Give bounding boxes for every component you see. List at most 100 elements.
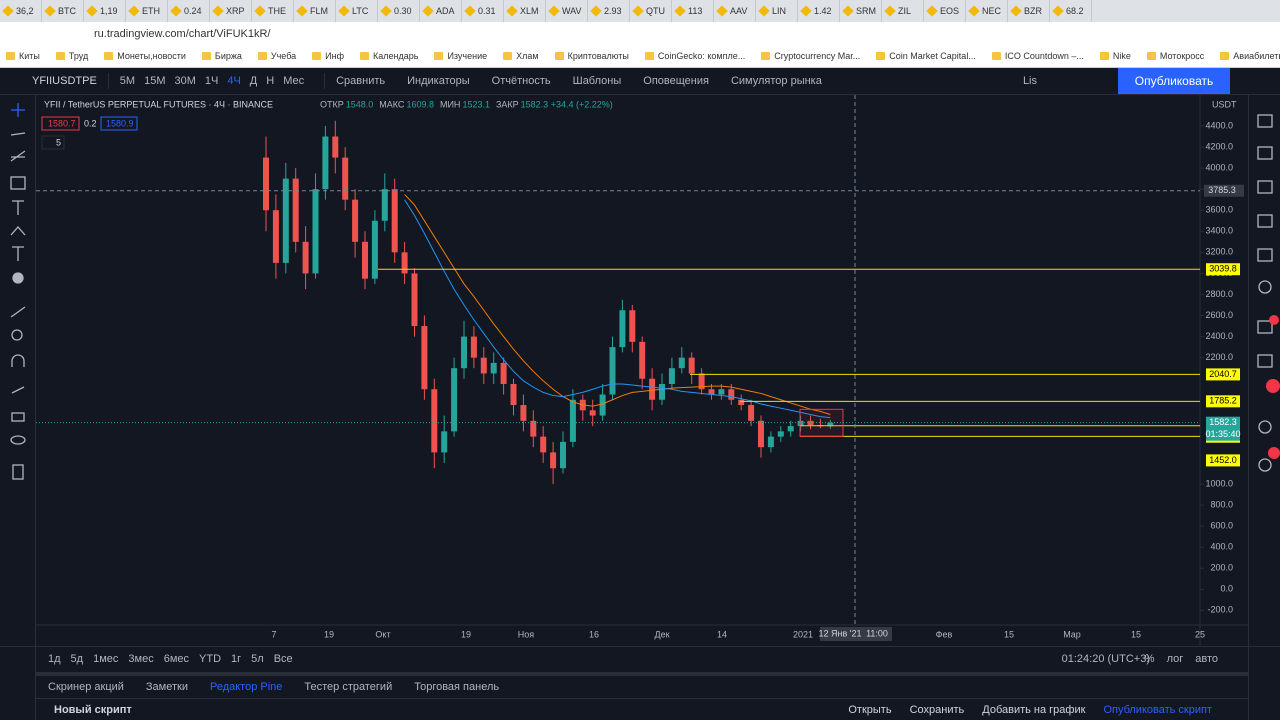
toolbar-action[interactable]: Сравнить bbox=[336, 75, 386, 87]
range[interactable]: 6мес bbox=[163, 652, 190, 665]
indicator-box bbox=[41, 135, 65, 150]
candle-body bbox=[629, 310, 636, 342]
panel-tab[interactable]: Редактор Pine bbox=[209, 681, 283, 693]
chart-toolbar: YFIIUSDTPE 5M 15M 30M 1Ч 4Ч Д Н Мес Сравнить Инд… bbox=[0, 68, 1280, 95]
panel-tab[interactable]: Торговая панель bbox=[414, 681, 500, 693]
interval[interactable]: 15M bbox=[144, 75, 166, 87]
range-bar: 1д 5д 1мес 3мес 6мес YTD 1г 5л Все 01:24:20 (UTC… bbox=[0, 646, 1280, 670]
interval[interactable]: 1Ч bbox=[204, 75, 219, 87]
script-action[interactable]: Сохранить bbox=[909, 704, 965, 716]
toolbar-action[interactable]: Оповещения bbox=[643, 75, 709, 87]
toolbar-action[interactable]: Индикаторы bbox=[407, 75, 470, 87]
tool-icons bbox=[10, 103, 26, 480]
bookmark[interactable]: Календарь bbox=[360, 51, 418, 61]
interval[interactable]: 30M bbox=[174, 75, 196, 87]
bookmark[interactable]: Авиабилеты bbox=[1220, 51, 1280, 61]
x-tick-label: 19 bbox=[461, 629, 471, 639]
panel-tab[interactable]: Заметки bbox=[145, 681, 188, 693]
range[interactable]: 3мес bbox=[128, 652, 154, 665]
countdown: 01:35:40 bbox=[1205, 429, 1240, 439]
interval[interactable]: 4Ч bbox=[227, 75, 241, 87]
bid-box bbox=[41, 116, 80, 131]
toolbar-action[interactable]: Шаблоны bbox=[572, 75, 622, 87]
interval[interactable]: Н bbox=[266, 75, 275, 87]
candle-body bbox=[371, 220, 378, 279]
panel-tab[interactable]: Скринер акций bbox=[48, 681, 124, 693]
candle-body bbox=[461, 336, 467, 369]
candle-body bbox=[401, 252, 408, 274]
scale-option[interactable]: авто bbox=[1195, 652, 1218, 665]
bookmark[interactable]: Хлам bbox=[503, 51, 539, 61]
scale-option[interactable]: % bbox=[1144, 652, 1155, 665]
range[interactable]: YTD bbox=[199, 652, 222, 665]
script-action[interactable]: Открыть bbox=[848, 704, 892, 716]
candle-body bbox=[639, 341, 646, 379]
level-tag bbox=[1206, 263, 1240, 276]
sidebar-icons bbox=[1257, 114, 1280, 472]
interval[interactable]: Мес bbox=[283, 75, 305, 87]
crosshair-date-tag bbox=[820, 627, 892, 641]
url[interactable]: ru.tradingview.com/chart/ViFUK1kR/ bbox=[94, 27, 271, 40]
bookmark[interactable]: Труд bbox=[55, 51, 88, 61]
bookmark[interactable]: ICO Countdown –... bbox=[991, 51, 1084, 61]
ranges: 1д 5д 1мес 3мес 6мес YTD 1г 5л Все bbox=[48, 653, 303, 665]
publish-button[interactable]: Опубликовать bbox=[1118, 68, 1230, 94]
toolbar-action[interactable]: Отчётность bbox=[491, 75, 551, 87]
x-tick-label: 7 bbox=[271, 629, 276, 639]
bookmark[interactable]: Учеба bbox=[257, 51, 296, 61]
candle-body bbox=[659, 383, 665, 400]
range[interactable]: 1г bbox=[231, 652, 242, 665]
candle-body bbox=[540, 436, 547, 453]
candle-body bbox=[411, 273, 418, 327]
level-label: 3039.8 bbox=[1209, 264, 1237, 274]
interval[interactable]: 5M bbox=[119, 75, 136, 87]
interval[interactable]: Д bbox=[249, 75, 258, 87]
tab[interactable]: 68.2 bbox=[1050, 0, 1092, 22]
x-tick-label: Ноя bbox=[518, 629, 535, 639]
range[interactable]: 5л bbox=[251, 652, 264, 665]
moving-average bbox=[404, 199, 831, 419]
bookmark[interactable]: Мотокросс bbox=[1146, 51, 1204, 61]
x-tick-label: 14 bbox=[717, 629, 727, 639]
candle-body bbox=[332, 136, 339, 158]
bookmark[interactable]: Монеты,новости bbox=[104, 51, 186, 61]
panel-tab[interactable]: Тестер стратегий bbox=[304, 681, 393, 693]
candle-body bbox=[362, 241, 368, 279]
range[interactable]: Все bbox=[273, 652, 293, 665]
candle-body bbox=[421, 326, 428, 390]
bookmark[interactable]: Биржа bbox=[201, 51, 242, 61]
indicators-count[interactable]: 5 bbox=[56, 137, 61, 147]
script-name[interactable]: Новый скрипт bbox=[54, 704, 132, 716]
candle-body bbox=[302, 241, 309, 274]
symbol[interactable]: YFIIUSDTPE bbox=[32, 75, 97, 87]
range[interactable]: 1д bbox=[48, 652, 61, 665]
ohlc-label: МИН bbox=[440, 99, 460, 109]
candle-body bbox=[441, 431, 448, 453]
bookmark[interactable]: Киты bbox=[6, 51, 40, 61]
y-tick-label: 400.0 bbox=[1210, 542, 1233, 552]
candle-body bbox=[431, 389, 438, 453]
scale-option[interactable]: лог bbox=[1166, 652, 1184, 665]
bookmark[interactable]: Cryptocurrency Mar... bbox=[761, 51, 860, 61]
bookmark[interactable]: CoinGecko: комплe... bbox=[644, 51, 745, 61]
bookmark[interactable]: Изучение bbox=[434, 51, 487, 61]
layout-name[interactable]: Lis bbox=[1022, 75, 1037, 87]
script-action[interactable]: Опубликовать скрипт bbox=[1103, 704, 1212, 716]
bookmark[interactable]: Coin Market Capital... bbox=[876, 51, 976, 61]
script-action[interactable]: Добавить на график bbox=[982, 704, 1086, 716]
candle-body bbox=[758, 420, 764, 448]
level-tag bbox=[1206, 454, 1240, 467]
crosshair-time: 11:00 bbox=[866, 628, 888, 638]
panel-tabs: Скринер акций Заметки Редактор Pine Тестер … bbox=[36, 672, 1248, 699]
x-tick-label: 2021 bbox=[793, 629, 813, 639]
candle-body bbox=[560, 441, 566, 469]
bookmark[interactable]: Инф bbox=[312, 51, 344, 61]
candle-body bbox=[322, 136, 329, 190]
candle-body bbox=[668, 368, 675, 384]
bookmark[interactable]: Криптовалюты bbox=[554, 51, 629, 61]
range[interactable]: 5д bbox=[70, 652, 84, 665]
toolbar-action[interactable]: Симулятор рынка bbox=[730, 75, 822, 87]
range[interactable]: 1мес bbox=[93, 652, 119, 665]
bookmark[interactable]: Nike bbox=[1099, 51, 1131, 61]
right-sidebar bbox=[1248, 95, 1280, 720]
